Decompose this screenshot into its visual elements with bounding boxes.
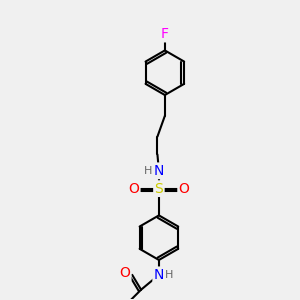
Text: O: O <box>119 266 130 280</box>
Text: N: N <box>154 268 164 282</box>
Text: H: H <box>144 166 153 176</box>
Text: H: H <box>165 270 173 280</box>
Text: N: N <box>154 164 164 178</box>
Text: S: S <box>154 182 163 196</box>
Text: F: F <box>161 27 169 41</box>
Text: O: O <box>128 182 139 196</box>
Text: O: O <box>179 182 190 196</box>
